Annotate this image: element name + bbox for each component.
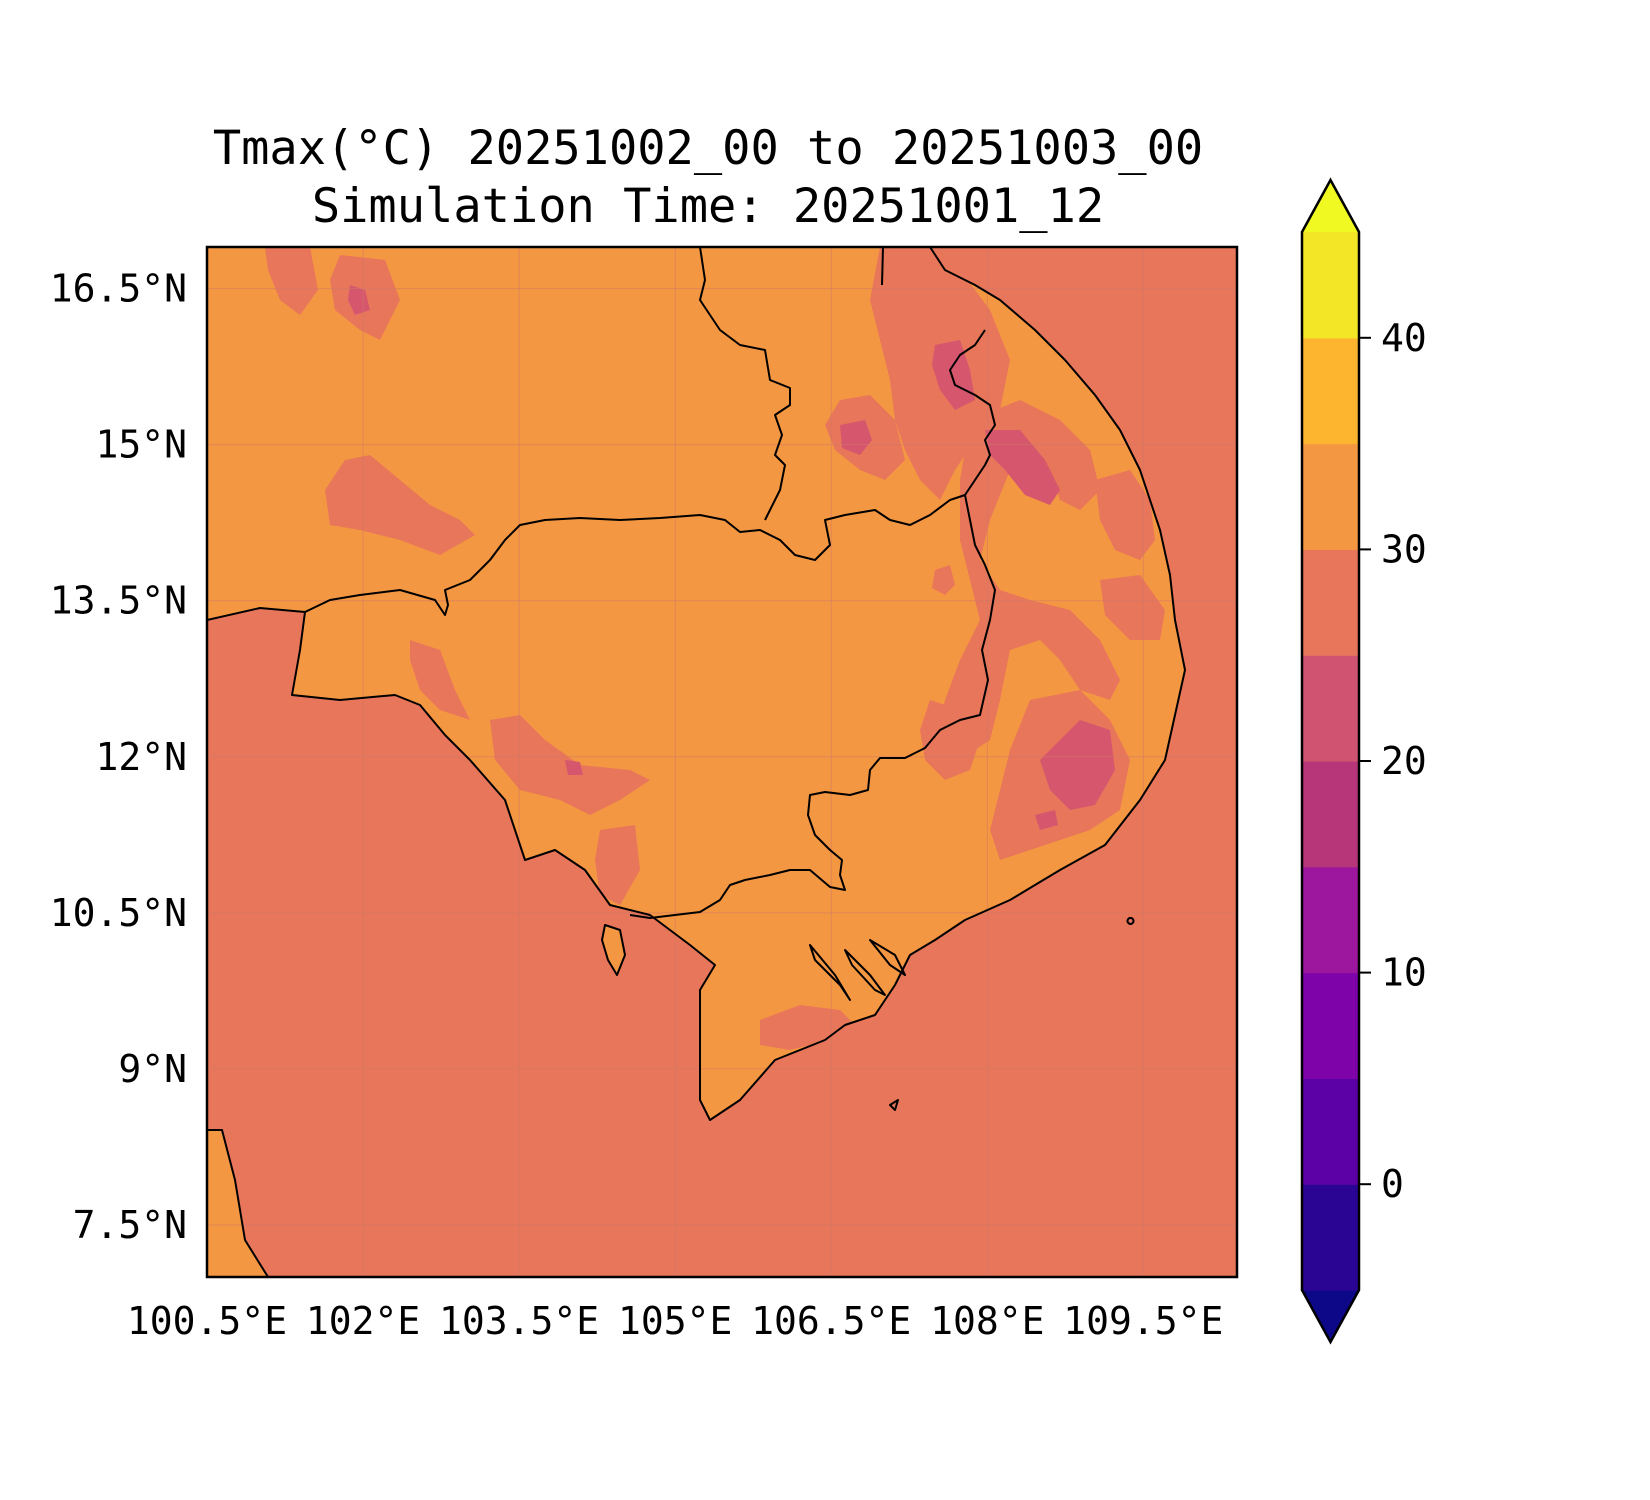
colorbar: 0 10 20 30 40 [1300, 177, 1427, 1345]
colorbar-bin [1302, 549, 1359, 656]
colorbar-tick-label: 40 [1381, 316, 1427, 360]
colorbar-bin [1302, 972, 1359, 1079]
colorbar-tick-label: 0 [1381, 1162, 1404, 1206]
lon-tick-label: 106.5°E [751, 1299, 911, 1343]
lat-tick-labels: 16.5°N 15°N 13.5°N 12°N 10.5°N 9°N 7.5°N [50, 267, 187, 1247]
lon-tick-label: 108°E [930, 1299, 1044, 1343]
colorbar-tick-label: 10 [1381, 951, 1427, 995]
colorbar-tick-label: 20 [1381, 739, 1427, 783]
lon-tick-label: 105°E [618, 1299, 732, 1343]
colorbar-bin [1302, 1078, 1359, 1185]
colorbar-outline [1300, 177, 1361, 1345]
lat-tick-label: 16.5°N [50, 267, 187, 311]
colorbar-bin [1302, 655, 1359, 762]
colorbar-extend-over [1302, 180, 1359, 232]
colorbar-extend-under [1302, 1290, 1359, 1342]
colorbar-bin [1302, 337, 1359, 445]
lat-tick-label: 15°N [95, 423, 187, 467]
colorbar-bin [1302, 1184, 1359, 1291]
lat-tick-label: 7.5°N [73, 1203, 187, 1247]
coolest-patches [348, 285, 1115, 830]
lat-tick-label: 9°N [118, 1047, 187, 1091]
colorbar-bin [1302, 232, 1359, 339]
coastlines [207, 247, 1186, 1277]
lon-tick-label: 103.5°E [439, 1299, 599, 1343]
lat-tick-label: 13.5°N [50, 579, 187, 623]
land-phu-quoc [602, 925, 625, 975]
country-borders [304, 247, 996, 919]
map-frame [205, 245, 1239, 1279]
gridlines [207, 247, 1237, 1277]
lon-tick-label: 100.5°E [127, 1299, 287, 1343]
lon-tick-label: 109.5°E [1063, 1299, 1223, 1343]
title-line-2: Simulation Time: 20251001_12 [312, 179, 1104, 234]
land-peninsula-west [207, 1130, 268, 1277]
map-panel: 100.5°E 102°E 103.5°E 105°E 106.5°E 108°E 109.… [50, 245, 1239, 1343]
colorbar-bin [1302, 443, 1359, 550]
lon-tick-label: 102°E [306, 1299, 420, 1343]
colorbar-bin [1302, 761, 1359, 868]
lat-tick-label: 12°N [95, 735, 187, 779]
lat-tick-label: 10.5°N [50, 891, 187, 935]
colorbar-tick-label: 30 [1381, 527, 1427, 571]
title-line-1: Tmax(°C) 20251002_00 to 20251003_00 [213, 121, 1203, 176]
lon-tick-labels: 100.5°E 102°E 103.5°E 105°E 106.5°E 108°E 109.… [127, 1299, 1224, 1343]
colorbar-bin [1302, 866, 1359, 974]
